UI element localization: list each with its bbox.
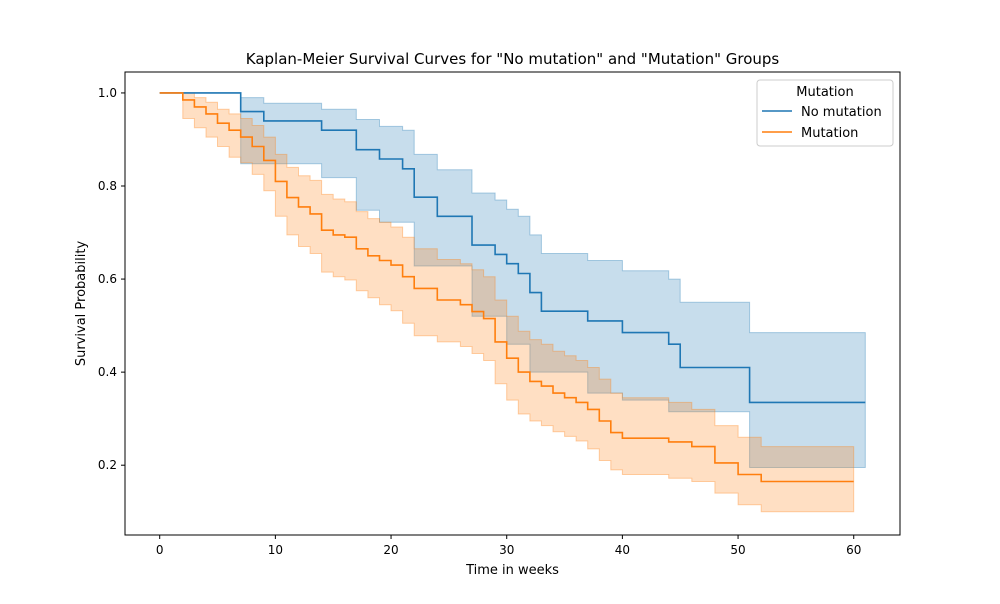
- x-tick-label: 50: [730, 543, 745, 557]
- y-tick-label: 0.8: [98, 179, 117, 193]
- survival-curves: [159, 92, 866, 483]
- legend-entry-no-mutation: No mutation: [801, 105, 882, 120]
- y-tick-label: 1.0: [98, 86, 117, 100]
- confidence-band-no-mutation: [159, 92, 866, 468]
- survival-line-no-mutation: [159, 92, 866, 404]
- y-tick-label: 0.2: [98, 458, 117, 472]
- x-axis-ticks: 0 10 20 30 40 50 60: [156, 535, 861, 557]
- confidence-bands: [159, 92, 866, 513]
- legend-box: [756, 79, 894, 147]
- plot-frame: [124, 71, 901, 536]
- x-tick-label: 0: [156, 543, 164, 557]
- x-tick-label: 10: [268, 543, 283, 557]
- legend-title: Mutation: [796, 85, 853, 100]
- y-axis-ticks: 0.2 0.4 0.6 0.8 1.0: [98, 86, 125, 472]
- x-tick-label: 60: [846, 543, 861, 557]
- confidence-band-mutation: [159, 92, 855, 513]
- y-tick-label: 0.6: [98, 272, 117, 286]
- y-tick-label: 0.4: [98, 365, 117, 379]
- y-axis-label: Survival Probability: [74, 241, 89, 367]
- legend-entry-mutation: Mutation: [801, 126, 858, 141]
- x-axis-label: Time in weeks: [465, 563, 559, 578]
- chart-title: Kaplan-Meier Survival Curves for "No mut…: [246, 50, 780, 68]
- x-tick-label: 40: [615, 543, 630, 557]
- x-tick-label: 30: [499, 543, 514, 557]
- survival-line-mutation: [159, 92, 854, 483]
- x-tick-label: 20: [383, 543, 398, 557]
- legend: Mutation No mutation Mutation: [756, 79, 894, 147]
